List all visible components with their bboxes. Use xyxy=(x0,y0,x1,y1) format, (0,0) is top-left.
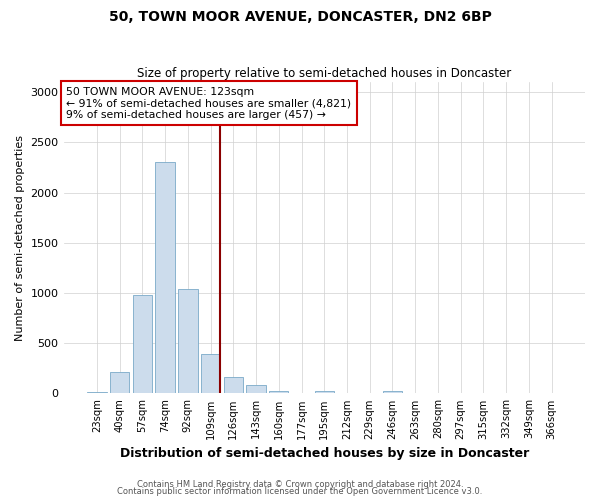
Y-axis label: Number of semi-detached properties: Number of semi-detached properties xyxy=(15,134,25,340)
X-axis label: Distribution of semi-detached houses by size in Doncaster: Distribution of semi-detached houses by … xyxy=(119,447,529,460)
Bar xyxy=(87,392,107,394)
Title: Size of property relative to semi-detached houses in Doncaster: Size of property relative to semi-detach… xyxy=(137,66,511,80)
Text: Contains HM Land Registry data © Crown copyright and database right 2024.: Contains HM Land Registry data © Crown c… xyxy=(137,480,463,489)
Bar xyxy=(224,378,243,394)
Text: 50 TOWN MOOR AVENUE: 123sqm
← 91% of semi-detached houses are smaller (4,821)
9%: 50 TOWN MOOR AVENUE: 123sqm ← 91% of sem… xyxy=(66,86,351,120)
Bar xyxy=(110,372,130,394)
Bar xyxy=(155,162,175,394)
Bar xyxy=(292,393,311,394)
Bar xyxy=(201,354,220,394)
Text: Contains public sector information licensed under the Open Government Licence v3: Contains public sector information licen… xyxy=(118,487,482,496)
Bar xyxy=(133,296,152,394)
Bar xyxy=(178,289,197,394)
Bar xyxy=(383,390,402,394)
Bar xyxy=(314,390,334,394)
Text: 50, TOWN MOOR AVENUE, DONCASTER, DN2 6BP: 50, TOWN MOOR AVENUE, DONCASTER, DN2 6BP xyxy=(109,10,491,24)
Bar xyxy=(247,385,266,394)
Bar xyxy=(269,391,289,394)
